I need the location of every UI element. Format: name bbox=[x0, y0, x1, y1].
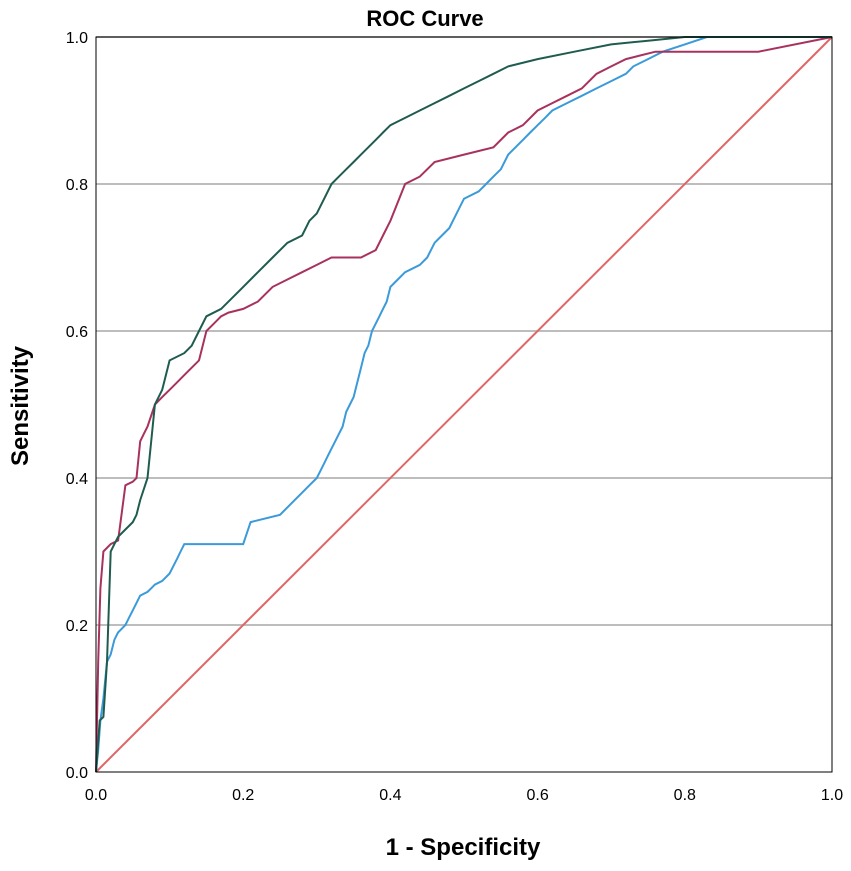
y-tick-label: 0.8 bbox=[66, 177, 88, 194]
x-axis-ticks: 0.0 0.2 0.4 0.6 0.8 1.0 bbox=[85, 787, 843, 804]
y-tick-label: 0.0 bbox=[66, 765, 88, 782]
y-tick-label: 0.4 bbox=[66, 471, 88, 488]
series-line-crimson-curve bbox=[95, 36, 833, 773]
series-line-blue-curve bbox=[95, 36, 832, 773]
y-tick-label: 0.6 bbox=[66, 324, 88, 341]
y-tick-label: 0.2 bbox=[66, 618, 88, 635]
chart-title: ROC Curve bbox=[366, 6, 483, 31]
x-tick-label: 0.2 bbox=[232, 787, 254, 804]
plot-frame bbox=[95, 36, 833, 773]
x-tick-label: 0.8 bbox=[674, 787, 696, 804]
x-tick-label: 0.4 bbox=[379, 787, 401, 804]
x-tick-label: 1.0 bbox=[821, 787, 843, 804]
series-lines bbox=[95, 36, 833, 773]
x-tick-label: 0.6 bbox=[526, 787, 548, 804]
x-tick-label: 0.0 bbox=[85, 787, 107, 804]
series-line-dark-green-curve bbox=[95, 36, 832, 773]
series-line-reference-line bbox=[95, 36, 833, 773]
x-axis-title: 1 - Specificity bbox=[386, 834, 541, 861]
y-tick-label: 1.0 bbox=[66, 30, 88, 47]
y-axis-ticks: 0.0 0.2 0.4 0.6 0.8 1.0 bbox=[66, 30, 88, 782]
y-axis-title: Sensitivity bbox=[7, 345, 34, 466]
